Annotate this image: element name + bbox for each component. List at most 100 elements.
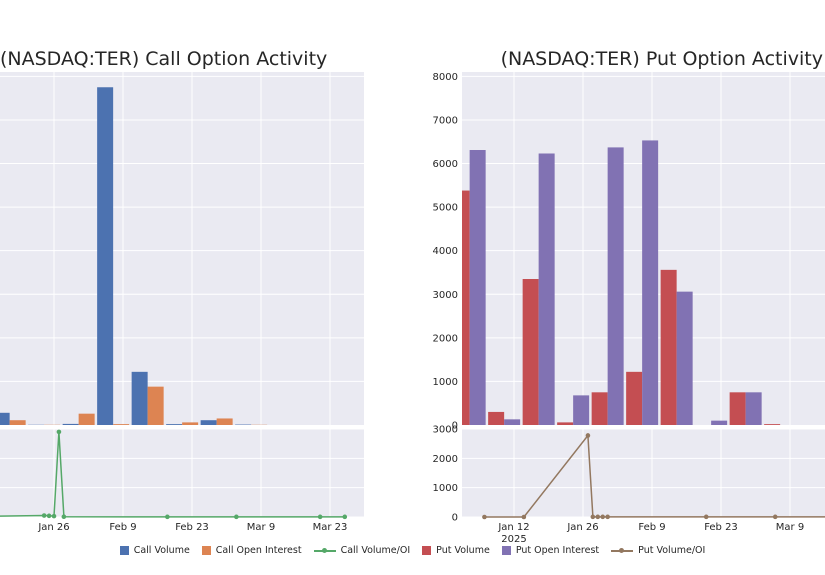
put-open-interest-bar	[504, 419, 521, 425]
call-ratio-point	[234, 514, 239, 520]
put-x-tick-label: Feb 23	[704, 522, 738, 533]
put-ratio-point	[600, 514, 606, 520]
put-ratio-point	[595, 514, 601, 520]
put-bar-y-tick-label: 2000	[433, 333, 458, 344]
call-open-interest-bar	[182, 422, 199, 425]
call-volume-bar	[0, 412, 10, 425]
put-volume-bar	[488, 411, 505, 425]
call-x-tick-label: Jan 26	[37, 522, 69, 533]
put-volume-bar	[462, 190, 470, 425]
put-ratio-point	[585, 433, 591, 438]
call-x-tick-label: Mar 23	[313, 522, 348, 533]
legend-item: Put Volume/OI	[611, 545, 705, 556]
put-volume-bar	[626, 371, 643, 425]
put-ratio-point	[521, 514, 527, 520]
put-ratio-point	[703, 514, 709, 520]
chart-legend: Call Volume Call Open Interest Call Volume…	[0, 545, 825, 556]
legend-label: Call Volume/OI	[340, 545, 411, 556]
call-x-tick-label: Feb 23	[175, 522, 209, 533]
put-volume-bar	[522, 279, 539, 425]
legend-item: Call Open Interest	[201, 545, 302, 556]
put-bar-y-tick-label: 1000	[433, 377, 458, 388]
put-ratio-point	[605, 514, 610, 520]
legend-swatch	[119, 546, 129, 555]
call-volume-bar	[62, 423, 79, 425]
call-ratio-point	[41, 513, 47, 518]
legend-item: Call Volume	[119, 545, 190, 556]
put-volume-bar	[764, 424, 781, 425]
put-bar-y-tick-label: 0	[452, 421, 458, 432]
call-volume-bar	[200, 420, 217, 425]
put-ratio-point	[590, 514, 596, 520]
put-open-interest-bar	[538, 153, 555, 425]
put-open-interest-bar	[745, 392, 762, 425]
legend-swatch	[201, 546, 211, 555]
call-ratio-point	[317, 514, 323, 520]
call-open-interest-bar	[9, 420, 26, 425]
call-ratio-point	[342, 514, 348, 520]
put-open-interest-bar	[469, 150, 486, 425]
call-ratio-series	[0, 429, 348, 520]
call-ratio-point	[165, 514, 170, 520]
call-open-interest-bar	[113, 424, 130, 425]
legend-item: Call Volume/OI	[313, 545, 411, 556]
put-bar-y-tick-label: 4000	[433, 246, 458, 257]
legend-item: Put Open Interest	[501, 545, 600, 556]
call-x-tick-label: Feb 9	[109, 522, 136, 533]
put-volume-bar	[660, 269, 677, 425]
call-open-interest-bar	[147, 386, 164, 425]
put-bar-y-tick-label: 5000	[433, 203, 458, 214]
put-ratio-series	[482, 433, 825, 520]
put-bar-y-tick-label: 6000	[433, 159, 458, 170]
call-ratio-line	[0, 431, 345, 518]
call-open-interest-bar	[216, 418, 233, 425]
put-chart-title: (NASDAQ:TER) Put Option Activity	[500, 48, 823, 70]
legend-line-marker	[611, 546, 634, 555]
put-volume-bar	[557, 422, 574, 425]
put-open-interest-bar	[711, 420, 728, 425]
legend-label: Put Open Interest	[515, 545, 600, 556]
legend-label: Put Volume	[436, 545, 490, 556]
put-open-interest-bar	[607, 147, 624, 425]
put-ratio-y-tick-label: 3000	[433, 425, 458, 436]
put-bar-y-tick-label: 3000	[433, 290, 458, 301]
put-x-tick-label: Feb 9	[638, 522, 665, 533]
call-open-interest-bar	[78, 413, 95, 425]
put-x-tick-label: Mar 9	[776, 522, 804, 533]
call-ratio-point	[56, 429, 62, 435]
call-volume-bar	[131, 371, 148, 425]
call-ratio-point	[51, 513, 57, 519]
legend-label: Call Volume	[133, 545, 190, 556]
put-ratio-y-tick-label: 1000	[433, 483, 458, 494]
put-ratio-point	[482, 514, 487, 520]
put-volume-bar	[591, 392, 608, 425]
legend-swatch	[501, 546, 511, 555]
legend-swatch	[422, 546, 432, 555]
put-ratio-panel	[462, 429, 825, 517]
call-ratio-point	[46, 513, 52, 519]
call-volume-bar	[166, 424, 183, 425]
put-ratio-y-tick-label: 0	[452, 513, 458, 524]
legend-label: Call Open Interest	[215, 545, 302, 556]
call-chart-title: (NASDAQ:TER) Call Option Activity	[0, 48, 328, 70]
legend-line-marker	[313, 546, 336, 555]
call-ratio-point	[61, 514, 67, 520]
put-x-tick-label: Jan 26	[566, 522, 598, 533]
put-bar-y-tick-label: 7000	[433, 115, 458, 126]
put-x-tick-label: Jan 12	[497, 522, 529, 533]
put-open-interest-bar	[573, 395, 590, 425]
legend-label: Put Volume/OI	[638, 545, 706, 556]
put-ratio-y-tick-label: 2000	[433, 454, 458, 465]
put-x-tick-label: 2025	[501, 534, 526, 545]
call-volume-bar	[97, 87, 114, 426]
put-open-interest-bar	[642, 140, 659, 425]
put-bar-y-tick-label: 8000	[433, 72, 458, 83]
put-ratio-point	[772, 514, 778, 520]
call-x-tick-label: Mar 9	[247, 522, 275, 533]
put-volume-bar	[729, 392, 746, 425]
put-open-interest-bar	[676, 291, 693, 425]
legend-item: Put Volume	[422, 545, 490, 556]
put-ratio-line	[484, 433, 825, 518]
call-bar-panel	[0, 72, 364, 425]
